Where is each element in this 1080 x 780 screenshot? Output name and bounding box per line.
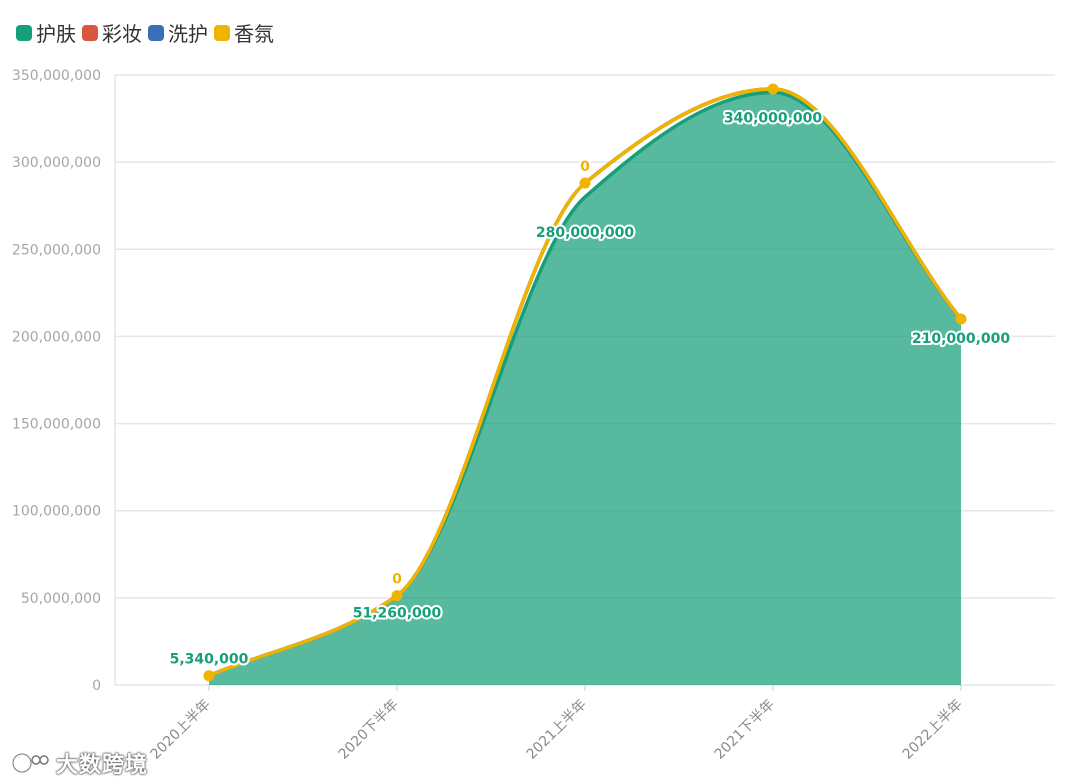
y-tick-label: 100,000,000 (12, 504, 101, 520)
x-tick-label: 2020上半年 (148, 697, 214, 763)
legend-item-makeup[interactable]: 彩妆 (82, 18, 142, 47)
y-tick-label: 300,000,000 (12, 155, 101, 171)
legend-label-skincare: 护肤 (36, 22, 76, 46)
data-label-skincare: 280,000,000 (536, 225, 635, 241)
data-label-skincare: 210,000,000 (912, 331, 1011, 347)
line-fragrance (208, 87, 963, 678)
legend-item-haircare[interactable]: 洗护 (148, 18, 208, 47)
y-tick-label: 150,000,000 (12, 417, 101, 433)
legend: 护肤 彩妆 洗护 香氛 (16, 18, 274, 47)
watermark-text: 大数跨境 (56, 753, 149, 778)
x-tick-label: 2021下半年 (712, 697, 778, 763)
x-tick-label: 2022上半年 (900, 697, 966, 763)
y-tick-label: 50,000,000 (21, 591, 101, 607)
y-tick-label: 350,000,000 (12, 68, 101, 84)
y-tick-label: 250,000,000 (12, 242, 101, 258)
legend-label-haircare: 洗护 (168, 22, 208, 46)
data-point (391, 590, 403, 602)
legend-swatch-haircare (148, 24, 164, 41)
y-tick-label: 0 (92, 678, 101, 694)
legend-swatch-makeup (82, 24, 98, 41)
legend-label-fragrance: 香氛 (234, 22, 274, 46)
y-tick-label: 200,000,000 (12, 329, 101, 345)
data-label-fragrance: 0 (392, 572, 402, 588)
legend-label-makeup: 彩妆 (102, 22, 142, 46)
legend-swatch-fragrance (214, 24, 230, 41)
watermark: 大数跨境 (10, 747, 148, 779)
data-label-fragrance: 0 (580, 159, 590, 175)
legend-item-skincare[interactable]: 护肤 (16, 18, 76, 47)
data-point (203, 670, 215, 682)
data-point (955, 313, 967, 325)
data-label-skincare: 5,340,000 (170, 652, 249, 668)
x-tick-label: 2021上半年 (524, 697, 590, 763)
data-point (579, 177, 591, 189)
area-skincare (209, 92, 961, 685)
legend-swatch-skincare (16, 24, 32, 41)
data-label-skincare: 51,260,000 (353, 606, 442, 622)
data-label-skincare: 340,000,000 (724, 110, 823, 126)
data-point (767, 83, 779, 95)
logo-icon (11, 752, 49, 774)
x-tick-label: 2020下半年 (336, 697, 402, 763)
legend-item-fragrance[interactable]: 香氛 (214, 18, 274, 47)
